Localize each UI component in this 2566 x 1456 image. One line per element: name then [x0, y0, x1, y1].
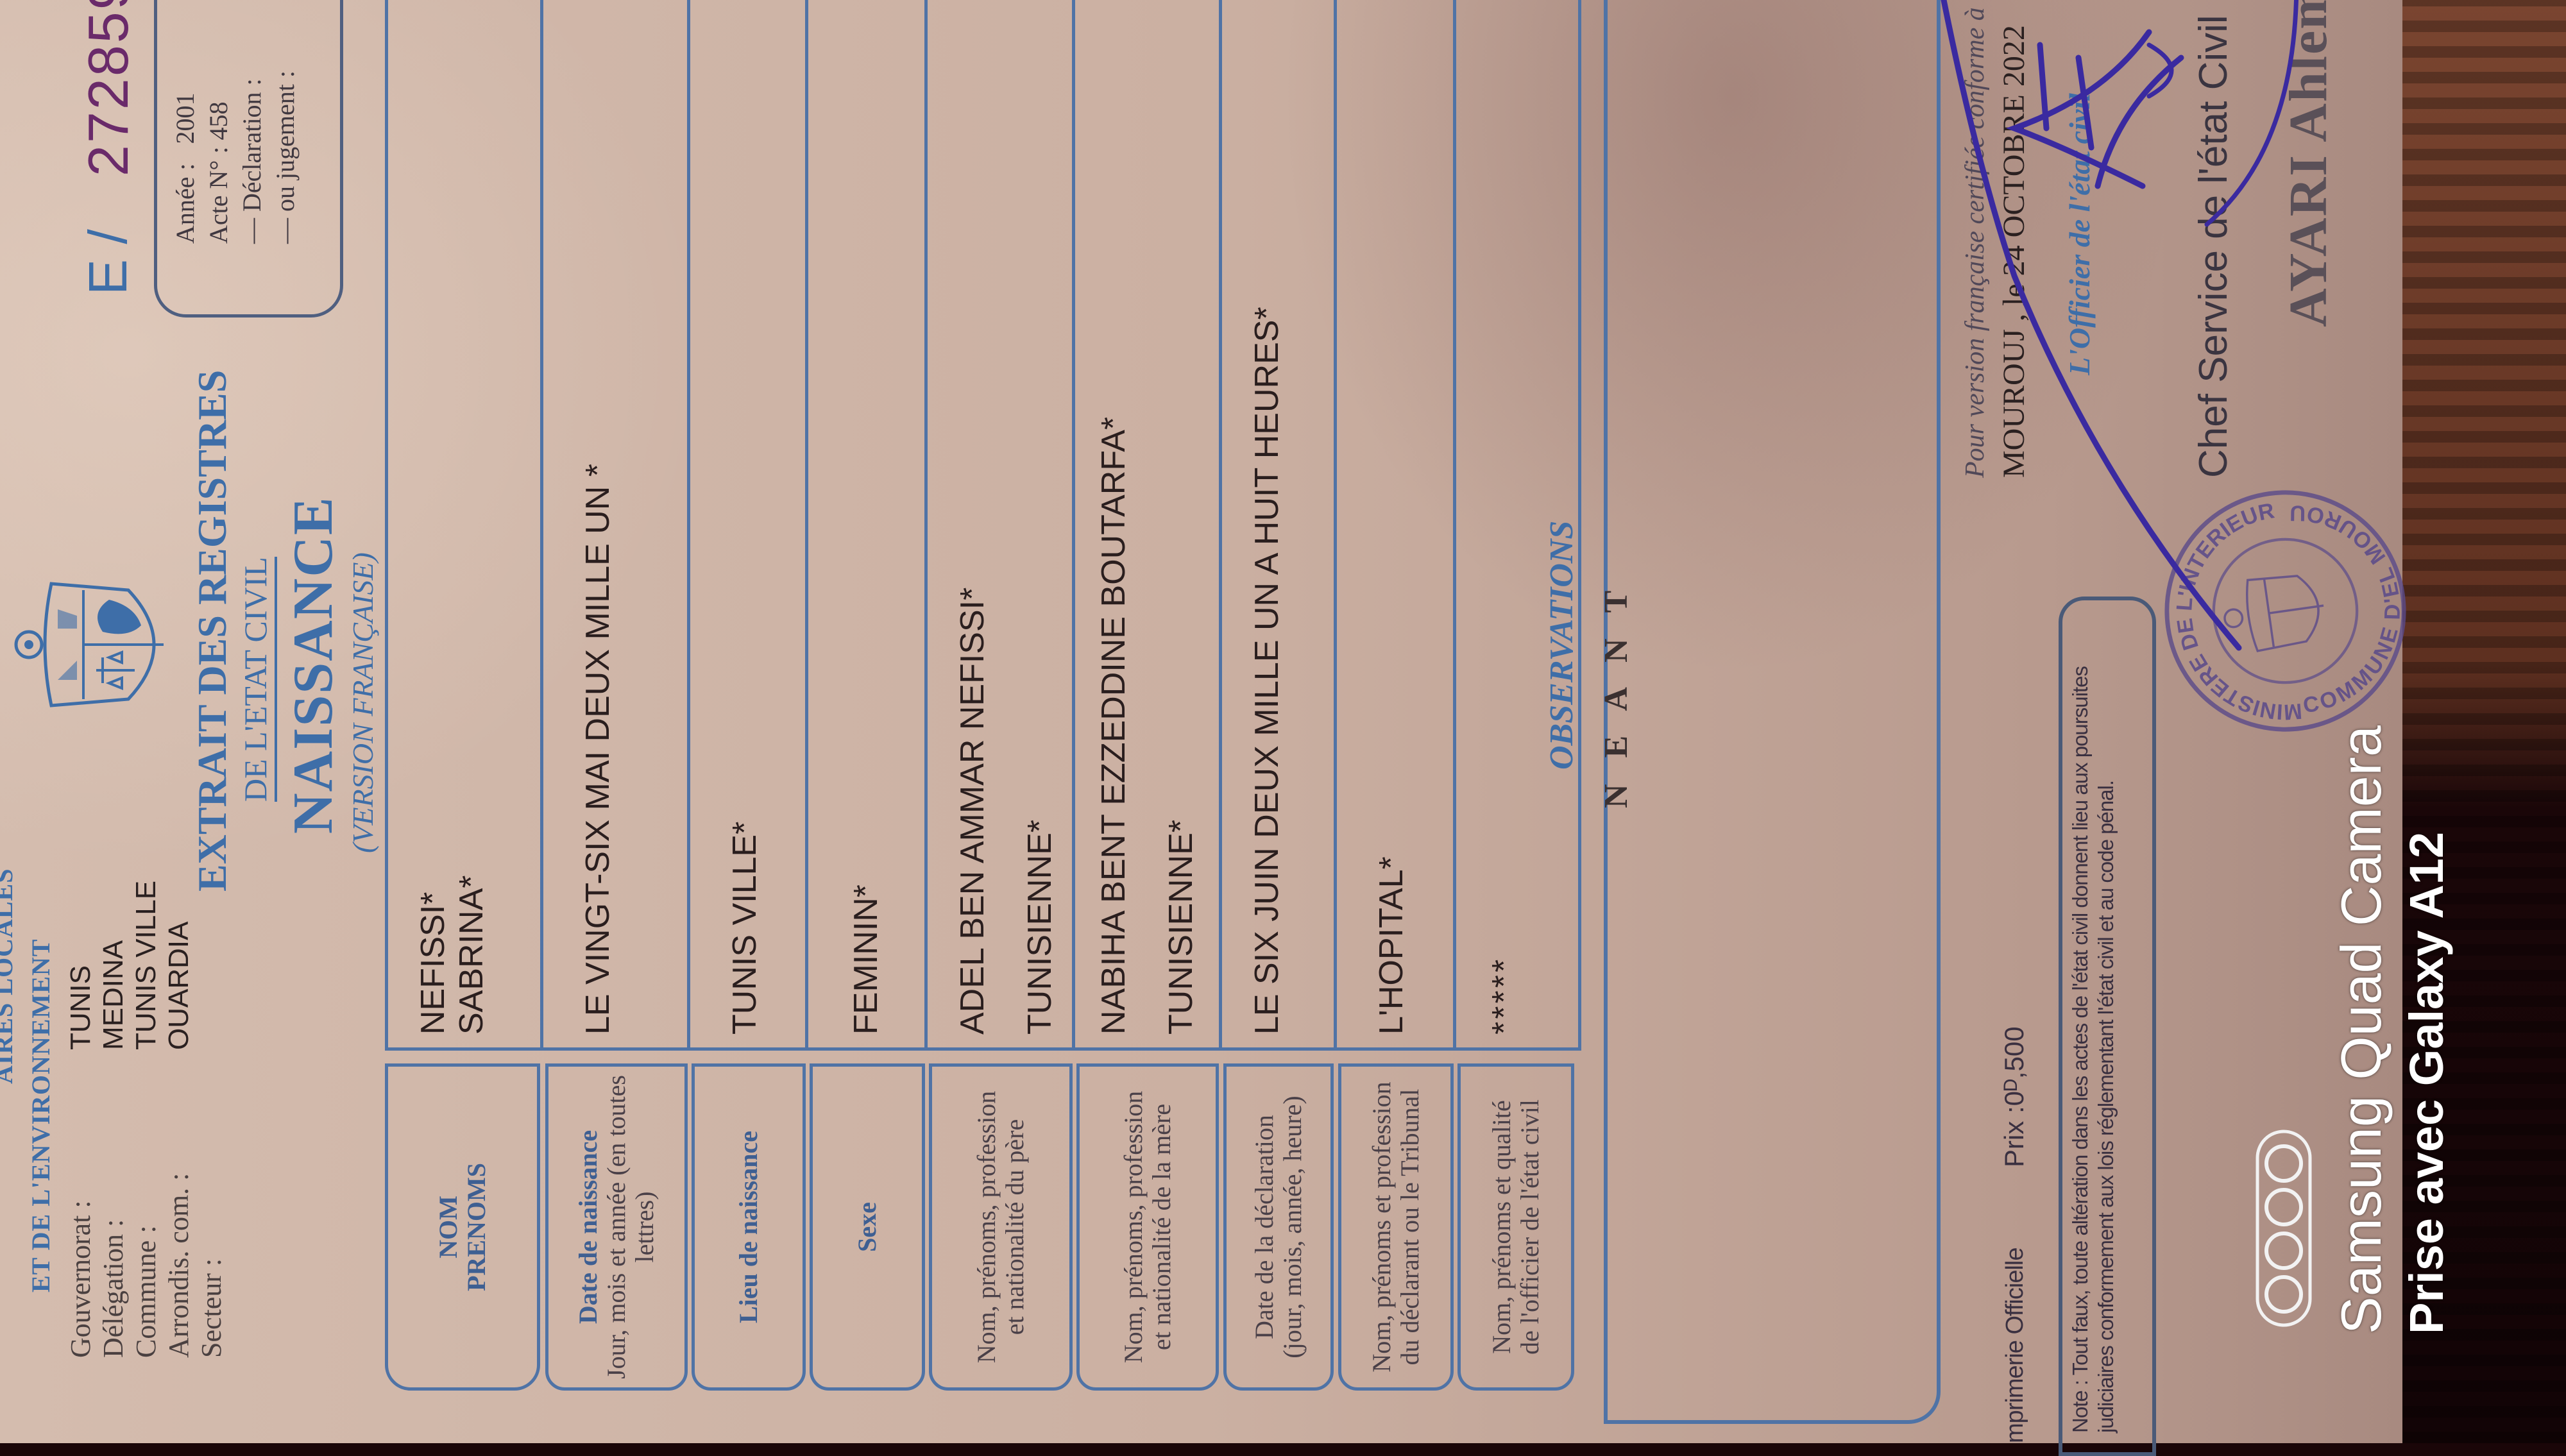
- value-mere-nom: NABIHA BENT EZZEDDINE BOUTARFA*: [1095, 416, 1132, 1035]
- annee-label: Année :: [171, 163, 200, 244]
- stamp-emblem-icon: [2223, 575, 2324, 652]
- label-nom: NOM: [434, 1196, 463, 1258]
- value-mere-nationalite: TUNISIENNE*: [1162, 819, 1200, 1035]
- label-pere: Nom, prénoms, profession et nationalité …: [929, 1063, 1073, 1391]
- commune-value: TUNIS VILLE: [130, 880, 162, 1050]
- legal-note: Note : Tout faux, toute altération dans …: [2059, 597, 2156, 1456]
- annee-value: 2001: [171, 92, 200, 144]
- observations-box: [1604, 0, 1941, 1424]
- label-date-naissance: Date de naissance Jour, mois et année (en…: [545, 1063, 688, 1391]
- value-mere: NABIHA BENT EZZEDDINE BOUTARFA* TUNISIEN…: [1072, 0, 1219, 1051]
- acte-value: 458: [204, 101, 233, 140]
- observations-title: OBSERVATIONS: [1543, 520, 1580, 770]
- jugement-label: — ou jugement :: [271, 71, 300, 244]
- gouvernorat-value: TUNIS: [65, 965, 96, 1050]
- label-pere-text: Nom, prénoms, profession et nationalité …: [972, 1090, 1029, 1364]
- coat-of-arms-icon: [14, 582, 164, 707]
- value-declaration: LE SIX JUIN DEUX MILLE UN A HUIT HEURES*: [1219, 0, 1334, 1051]
- label-lieu-naissance: Lieu de naissance: [692, 1063, 806, 1391]
- label-officier-text: Nom, prénoms et qualité de l'officier de…: [1487, 1099, 1544, 1355]
- delegation-label: Délégation :: [98, 1219, 129, 1358]
- acte-label: Acte N° :: [204, 146, 233, 244]
- title-extrait: EXTRAIT DES REGISTRES: [189, 369, 235, 892]
- location-block: Gouvernorat : TUNIS Délégation : MEDINA Co…: [64, 881, 228, 1358]
- quad-camera-icon: [2256, 1130, 2312, 1327]
- value-lieu-naissance: TUNIS VILLE*: [687, 0, 806, 1051]
- title-naissance: NAISSANCE: [282, 496, 344, 834]
- commune-label: Commune :: [130, 1225, 162, 1358]
- arrondissement-label: Arrondis. com. :: [163, 1172, 194, 1358]
- value-nom-prenoms: NEFISSI* SABRINA*: [385, 0, 540, 1051]
- value-pere-nom: ADEL BEN AMMAR NEFISSI*: [954, 587, 991, 1035]
- observations-value: N E A N T: [1598, 581, 1635, 808]
- value-pere-nationalite: TUNISIENNE*: [1021, 819, 1058, 1035]
- official-stamp: • MINISTERE DE L'INTERIEUR • COMMUNE D'E…: [2159, 487, 2412, 738]
- value-pere: ADEL BEN AMMAR NEFISSI* TUNISIENNE*: [924, 0, 1073, 1051]
- label-declarant-text: Nom, prénoms et profession du déclarant …: [1367, 1081, 1424, 1373]
- acte-box: Année : 2001 Acte N° : 458 — Déclaration…: [154, 0, 343, 317]
- value-declarant: L'HOPITAL*: [1334, 0, 1454, 1051]
- title-version: (VERSION FRANÇAISE): [346, 552, 379, 853]
- gouvernorat-label: Gouvernorat :: [65, 1200, 96, 1358]
- value-date-naissance: LE VINGT-SIX MAI DEUX MILLE UN *: [540, 0, 688, 1051]
- label-lieu-title: Lieu de naissance: [734, 1130, 763, 1324]
- label-officier: Nom, prénoms et qualité de l'officier de…: [1457, 1063, 1574, 1391]
- serial-number: 2728592: [76, 0, 140, 176]
- value-sexe: FEMININ*: [805, 0, 924, 1051]
- signature-icon: [1941, 0, 2299, 651]
- price-label: Prix :0ᴰ,500: [1999, 1026, 2029, 1167]
- label-declaration-text: Date de la déclaration (jour, mois, anné…: [1250, 1096, 1307, 1359]
- label-date-naissance-sub: Jour, mois et année (en toutes lettres): [602, 1075, 659, 1379]
- label-sexe-title: Sexe: [853, 1202, 881, 1252]
- label-nom-prenoms: NOM PRENOMS: [385, 1063, 540, 1391]
- label-sexe: Sexe: [810, 1063, 925, 1391]
- serial-prefix: E /: [78, 229, 138, 295]
- ministry-line-2: ET DE L'ENVIRONNEMENT: [26, 938, 55, 1292]
- label-mere: Nom, prénoms, profession et nationalité …: [1076, 1063, 1219, 1391]
- value-nom: NEFISSI*: [414, 892, 452, 1035]
- title-etat-civil: DE L'ETAT CIVIL: [237, 557, 277, 802]
- delegation-value: MEDINA: [98, 940, 129, 1050]
- arrondissement-value: OUARDIA: [163, 921, 194, 1050]
- label-declaration: Date de la déclaration (jour, mois, anné…: [1223, 1063, 1334, 1391]
- declaration-label: — Déclaration :: [237, 78, 266, 244]
- value-prenoms: SABRINA*: [453, 875, 490, 1035]
- label-prenoms: PRENOMS: [462, 1163, 491, 1291]
- label-mere-text: Nom, prénoms, profession et nationalité …: [1119, 1090, 1176, 1364]
- watermark-device: Prise avec Galaxy A12: [2400, 831, 2453, 1334]
- label-date-naissance-title: Date de naissance: [574, 1130, 602, 1325]
- ministry-line-1: AIRES LOCALES: [0, 868, 18, 1084]
- secteur-label: Secteur :: [196, 1258, 227, 1358]
- watermark-camera: Samsung Quad Camera: [2329, 725, 2393, 1334]
- label-declarant: Nom, prénoms et profession du déclarant …: [1338, 1063, 1454, 1391]
- printer-label: mprimerie Officielle: [2001, 1248, 2028, 1443]
